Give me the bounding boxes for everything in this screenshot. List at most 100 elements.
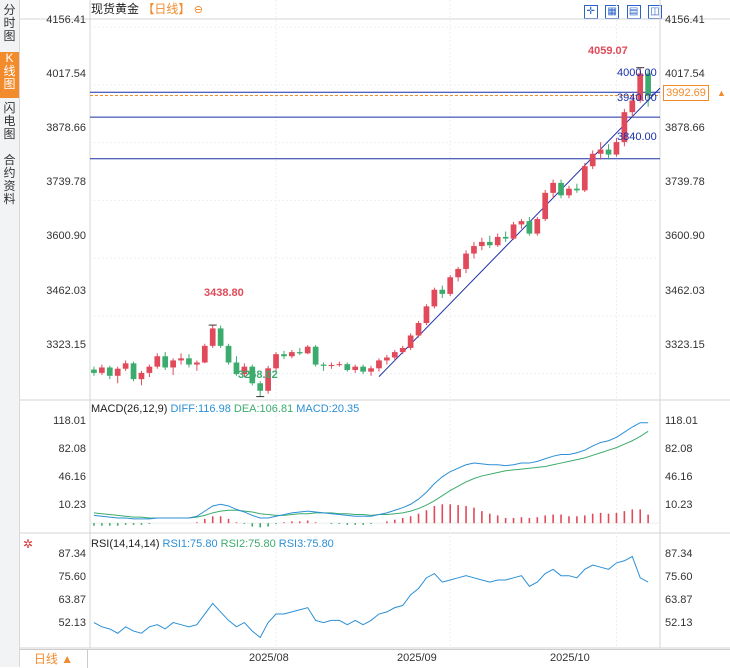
candle-body <box>352 366 359 370</box>
macd-hist-value: MACD:20.35 <box>296 403 360 415</box>
candle-body <box>360 366 366 372</box>
candle-body <box>368 368 374 372</box>
period-label[interactable]: 【日线】 <box>142 2 191 16</box>
candle-body <box>510 224 517 239</box>
candle-body <box>281 354 287 357</box>
candle-body <box>162 356 169 368</box>
candle-body <box>328 364 335 366</box>
rsi-legend: RSI(14,14,14) RSI1:75.80 RSI2:75.80 RSI3… <box>91 538 334 551</box>
price-axis-label-right: 3878.66 <box>665 122 705 134</box>
current-price-badge: 3992.69 <box>663 85 709 101</box>
macd-dea-line <box>93 430 649 519</box>
chart-title: 现货黄金 【日线】 ⊖ <box>91 2 203 17</box>
rsi-line <box>93 555 649 639</box>
x-axis-label: 2025/10 <box>550 652 590 664</box>
rsi-axis-label-left: 52.13 <box>58 617 86 629</box>
candle-body <box>122 363 129 369</box>
tab-contract-info[interactable]: 合约资料 <box>0 154 19 210</box>
candle-body <box>574 188 580 191</box>
x-axis-label: 2025/09 <box>397 652 437 664</box>
candle-body <box>312 346 319 365</box>
candle-body <box>542 192 549 220</box>
price-axis-label-left: 3600.90 <box>46 230 86 242</box>
candle-body <box>241 366 248 375</box>
candle-body <box>384 357 390 361</box>
candle-body <box>407 335 414 348</box>
candle-body <box>471 246 477 254</box>
macd-legend: MACD(26,12,9) DIFF:116.98 DEA:106.81 MAC… <box>91 403 359 416</box>
candle-body <box>178 358 184 361</box>
candle-body <box>589 153 596 167</box>
rsi-axis-label-left: 87.34 <box>58 548 86 560</box>
candle-body <box>479 241 485 247</box>
price-axis-label-left: 3462.03 <box>46 285 86 297</box>
candle-body <box>637 73 644 101</box>
tab-flash-chart[interactable]: 闪电图 <box>0 102 19 144</box>
price-axis-label-left: 3323.15 <box>46 339 86 351</box>
tab-flash-chart-label: 闪电图 <box>3 101 16 141</box>
candle-body <box>431 289 438 307</box>
x-axis-label: 2025/08 <box>249 652 289 664</box>
period-dropdown-button[interactable]: 日线 ▲ <box>20 650 88 668</box>
tab-time-chart-label: 分时图 <box>3 3 16 43</box>
candle-body <box>130 363 137 380</box>
macd-diff-value: DIFF:116.98 <box>170 403 231 415</box>
circle-minus-icon[interactable]: ⊖ <box>193 4 203 16</box>
candle-body <box>99 367 105 373</box>
candle-body <box>257 383 264 391</box>
macd-axis-label-right: 46.16 <box>665 471 693 483</box>
macd-axis-label-right: 82.08 <box>665 443 693 455</box>
macd-diff-line <box>93 422 649 520</box>
rsi-axis-label-left: 75.60 <box>58 571 86 583</box>
rsi-axis-label-right: 63.87 <box>665 594 693 606</box>
candle-body <box>605 149 612 155</box>
rsi3-value: RSI3:75.80 <box>278 538 334 550</box>
tab-time-chart[interactable]: 分时图 <box>0 4 19 46</box>
low-price-label: 3268.02 <box>238 369 278 381</box>
rsi-axis-label-right: 87.34 <box>665 548 693 560</box>
rsi-axis-label-right: 52.13 <box>665 617 693 629</box>
candle-body <box>621 112 628 143</box>
high-price-label: 4059.07 <box>588 45 628 57</box>
candle-body <box>526 221 533 234</box>
price-axis-label-left: 3878.66 <box>46 122 86 134</box>
candle-body <box>91 369 97 373</box>
trend-line <box>378 87 661 377</box>
macd-axis-label-right: 10.23 <box>665 499 693 511</box>
price-axis-label-left: 4156.41 <box>46 14 86 26</box>
level-label-3940: 3940.00 <box>617 92 657 104</box>
macd-axis-label-left: 10.23 <box>58 499 86 511</box>
candle-body <box>558 182 564 196</box>
candle-body <box>138 372 145 380</box>
candle-body <box>154 356 161 367</box>
macd-axis-label-left: 82.08 <box>58 443 86 455</box>
rsi2-value: RSI2:75.80 <box>220 538 276 550</box>
candle-body <box>233 362 240 375</box>
candle-body <box>265 368 271 391</box>
bottom-bar: 日线 ▲ <box>20 649 730 668</box>
candle-body <box>296 352 303 354</box>
price-axis-label-right: 3739.78 <box>665 176 705 188</box>
caret-up-icon: ▲ <box>717 88 726 98</box>
rsi-axis-label-left: 63.87 <box>58 594 86 606</box>
candle-body <box>502 236 509 239</box>
candle-body <box>447 277 454 294</box>
rsi-title: RSI(14,14,14) <box>91 538 160 550</box>
level-label-4000: 4000.00 <box>617 67 657 79</box>
mid-high-price-label: 3438.80 <box>204 287 244 299</box>
candle-body <box>518 221 525 225</box>
candle-body <box>415 322 422 336</box>
rsi1-value: RSI1:75.80 <box>162 538 218 550</box>
candle-body <box>645 73 651 96</box>
candle-body <box>566 188 572 196</box>
candle-body <box>494 236 501 246</box>
candle-body <box>613 142 620 155</box>
candle-body <box>581 166 588 191</box>
candle-body <box>534 219 541 234</box>
price-axis-label-right: 3323.15 <box>665 339 705 351</box>
price-axis-label-right: 4017.54 <box>665 68 705 80</box>
indicator-settings-icon[interactable]: ✲ <box>23 537 34 551</box>
candle-body <box>423 306 430 323</box>
